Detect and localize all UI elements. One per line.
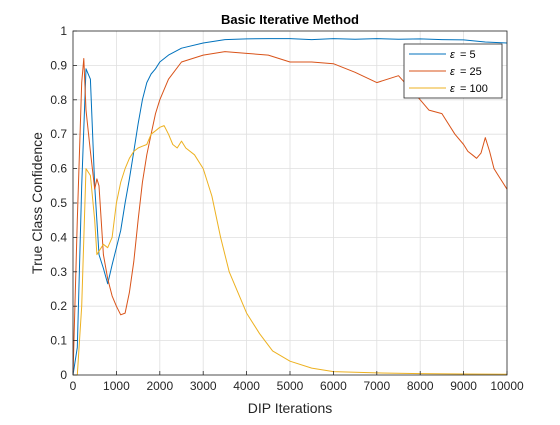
x-tick-label: 1000: [103, 379, 130, 393]
y-tick-label: 0: [60, 368, 67, 382]
y-tick-label: 0.7: [50, 127, 67, 141]
x-axis-label: DIP Iterations: [248, 400, 333, 416]
chart-title: Basic Iterative Method: [221, 12, 359, 27]
x-tick-label: 3000: [190, 379, 217, 393]
y-tick-label: 0.8: [50, 93, 67, 107]
x-tick-label: 5000: [277, 379, 304, 393]
y-tick-label: 1: [60, 24, 67, 38]
y-tick-label: 0.1: [50, 334, 67, 348]
legend-value-1: = 25: [460, 66, 482, 78]
y-tick-label: 0.3: [50, 265, 67, 279]
legend-epsilon-1: ε: [450, 66, 455, 78]
legend-value-2: = 100: [460, 83, 488, 95]
x-tick-label: 10000: [490, 379, 524, 393]
x-tick-label: 2000: [146, 379, 173, 393]
y-tick-label: 0.9: [50, 58, 67, 72]
legend-epsilon-0: ε: [450, 49, 455, 61]
x-tick-label: 0: [70, 379, 77, 393]
y-tick-label: 0.6: [50, 162, 67, 176]
legend-epsilon-2: ε: [450, 83, 455, 95]
x-tick-label: 8000: [407, 379, 434, 393]
y-tick-label: 0.5: [50, 196, 67, 210]
x-tick-label: 4000: [233, 379, 260, 393]
y-axis-label: True Class Confidence: [29, 132, 45, 274]
x-tick-label: 9000: [450, 379, 477, 393]
legend: ε = 5 ε = 25 ε = 100: [404, 44, 502, 98]
x-tick-label: 7000: [363, 379, 390, 393]
x-tick-label: 6000: [320, 379, 347, 393]
y-tick-label: 0.2: [50, 299, 67, 313]
y-tick-label: 0.4: [50, 230, 67, 244]
legend-value-0: = 5: [460, 49, 476, 61]
